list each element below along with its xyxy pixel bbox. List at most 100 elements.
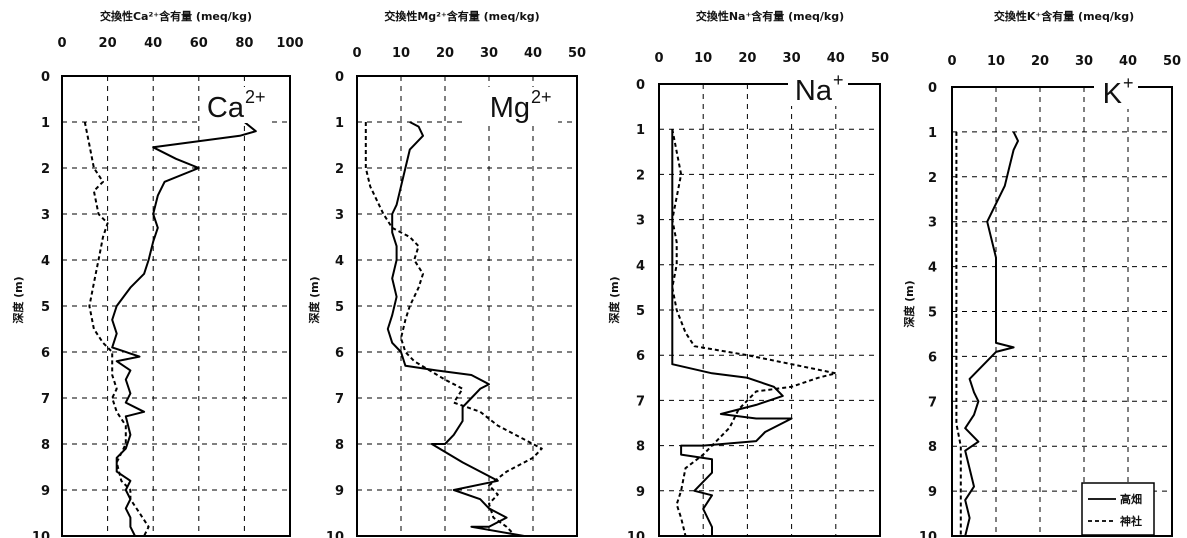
series-lines (83, 121, 257, 537)
y-tick-labels: 0 1 2 3 4 5 6 7 8 9 10 (919, 81, 937, 538)
ion-label: Na + (788, 70, 848, 107)
x-tick-labels: 0 10 20 30 40 50 (654, 51, 889, 66)
x-tick-label: 0 (352, 46, 361, 61)
x-tick-label: 0 (654, 51, 663, 66)
gridlines (659, 84, 880, 536)
x-tick-label: 10 (987, 54, 1005, 69)
y-tick-label: 0 (636, 78, 645, 93)
y-tick-label: 1 (41, 116, 50, 131)
panel-ca: 交換性Ca²⁺含有量 (meq/kg) 0 20 40 60 80 100 0 1 2 3 4 5 6… (11, 9, 304, 538)
y-tick-label: 5 (41, 300, 50, 315)
y-tick-labels: 0 1 2 3 4 5 6 7 8 9 10 (326, 70, 344, 538)
panel-na: 交換性Na⁺含有量 (meq/kg) 0 10 20 30 40 50 0 1 2 3 4 5 6 7 8… (607, 9, 889, 538)
x-axis-title: 交換性Ca²⁺含有量 (meq/kg) (100, 9, 252, 23)
y-tick-label: 7 (41, 392, 50, 407)
ion-label-background (1094, 73, 1138, 109)
y-tick-label: 4 (41, 254, 50, 269)
y-tick-label: 2 (335, 162, 344, 177)
legend: 高畑 神社 (1081, 482, 1155, 536)
y-tick-label: 4 (636, 259, 645, 274)
series-line-takahata (964, 131, 1019, 537)
y-tick-label: 6 (335, 346, 344, 361)
ion-charge: + (1123, 73, 1134, 93)
legend-label-takahata: 高畑 (1120, 492, 1142, 506)
y-tick-label: 9 (928, 485, 937, 500)
series-lines (955, 131, 1019, 537)
y-tick-labels: 0 1 2 3 4 5 6 7 8 9 10 (627, 78, 645, 538)
x-tick-label: 40 (827, 51, 845, 66)
ion-charge: 2+ (245, 87, 266, 107)
legend-label-jinja: 神社 (1120, 514, 1142, 528)
ion-label-background (466, 87, 558, 123)
y-tick-label: 10 (326, 530, 344, 538)
panel-k: 交換性K⁺含有量 (meq/kg) 0 10 20 30 40 50 0 1 2 3 4 5 6 7 8 9… (902, 9, 1181, 538)
series-line-takahata (671, 129, 793, 536)
x-tick-label: 30 (783, 51, 801, 66)
plot-frame (951, 86, 1173, 537)
ion-label-background (788, 70, 848, 106)
ion-charge: + (833, 70, 844, 90)
y-tick-label: 10 (32, 530, 50, 538)
y-axis-label: 深度 (m) (607, 276, 621, 323)
x-tick-label: 50 (568, 46, 586, 61)
y-tick-label: 8 (636, 440, 645, 455)
y-tick-label: 4 (928, 261, 937, 276)
x-tick-label: 20 (738, 51, 756, 66)
y-tick-label: 2 (636, 168, 645, 183)
y-axis-label: 深度 (m) (11, 276, 25, 323)
x-tick-labels: 0 20 40 60 80 100 (57, 36, 303, 51)
y-tick-label: 8 (335, 438, 344, 453)
x-axis-title: 交換性K⁺含有量 (meq/kg) (994, 9, 1134, 23)
y-tick-label: 8 (928, 440, 937, 455)
y-tick-label: 10 (627, 530, 645, 538)
x-tick-label: 50 (1163, 54, 1181, 69)
series-line-jinja (83, 121, 150, 537)
y-tick-labels: 0 1 2 3 4 5 6 7 8 9 10 (32, 70, 50, 538)
x-tick-label: 0 (57, 36, 66, 51)
y-tick-label: 2 (41, 162, 50, 177)
x-tick-label: 0 (947, 54, 956, 69)
x-tick-label: 100 (276, 36, 303, 51)
y-tick-label: 9 (335, 484, 344, 499)
x-tick-label: 20 (436, 46, 454, 61)
x-axis-title: 交換性Na⁺含有量 (meq/kg) (696, 9, 844, 23)
ion-symbol: Mg (490, 92, 530, 124)
y-tick-label: 7 (335, 392, 344, 407)
y-tick-label: 7 (636, 394, 645, 409)
ion-symbol: K (1103, 78, 1123, 110)
y-tick-label: 0 (928, 81, 937, 96)
y-tick-label: 6 (928, 350, 937, 365)
y-tick-label: 1 (636, 123, 645, 138)
y-tick-label: 1 (335, 116, 344, 131)
y-tick-label: 6 (41, 346, 50, 361)
y-tick-label: 2 (928, 171, 937, 186)
y-tick-label: 5 (335, 300, 344, 315)
y-tick-label: 8 (41, 438, 50, 453)
plot-frame (61, 75, 291, 537)
panel-mg: 交換性Mg²⁺含有量 (meq/kg) 0 10 20 30 40 50 0 1 2 3 4 5 6 7… (307, 9, 586, 538)
x-tick-label: 40 (1119, 54, 1137, 69)
x-tick-label: 10 (694, 51, 712, 66)
gridlines (952, 87, 1172, 536)
y-tick-label: 0 (41, 70, 50, 85)
y-tick-label: 3 (335, 208, 344, 223)
y-tick-label: 0 (335, 70, 344, 85)
series-lines (671, 129, 837, 537)
ion-symbol: Ca (207, 92, 245, 124)
x-axis-title: 交換性Mg²⁺含有量 (meq/kg) (384, 9, 539, 23)
series-line-takahata (386, 121, 525, 537)
plot-frame (658, 83, 881, 537)
x-tick-labels: 0 10 20 30 40 50 (947, 54, 1181, 69)
y-tick-label: 5 (928, 306, 937, 321)
x-tick-label: 30 (480, 46, 498, 61)
x-tick-label: 40 (524, 46, 542, 61)
y-tick-label: 10 (919, 530, 937, 538)
ion-label: K + (1094, 73, 1138, 110)
x-tick-label: 30 (1075, 54, 1093, 69)
series-line-jinja (364, 122, 543, 537)
y-tick-label: 3 (636, 214, 645, 229)
ion-symbol: Na (795, 75, 833, 107)
legend-box (1081, 482, 1155, 536)
x-tick-label: 60 (190, 36, 208, 51)
